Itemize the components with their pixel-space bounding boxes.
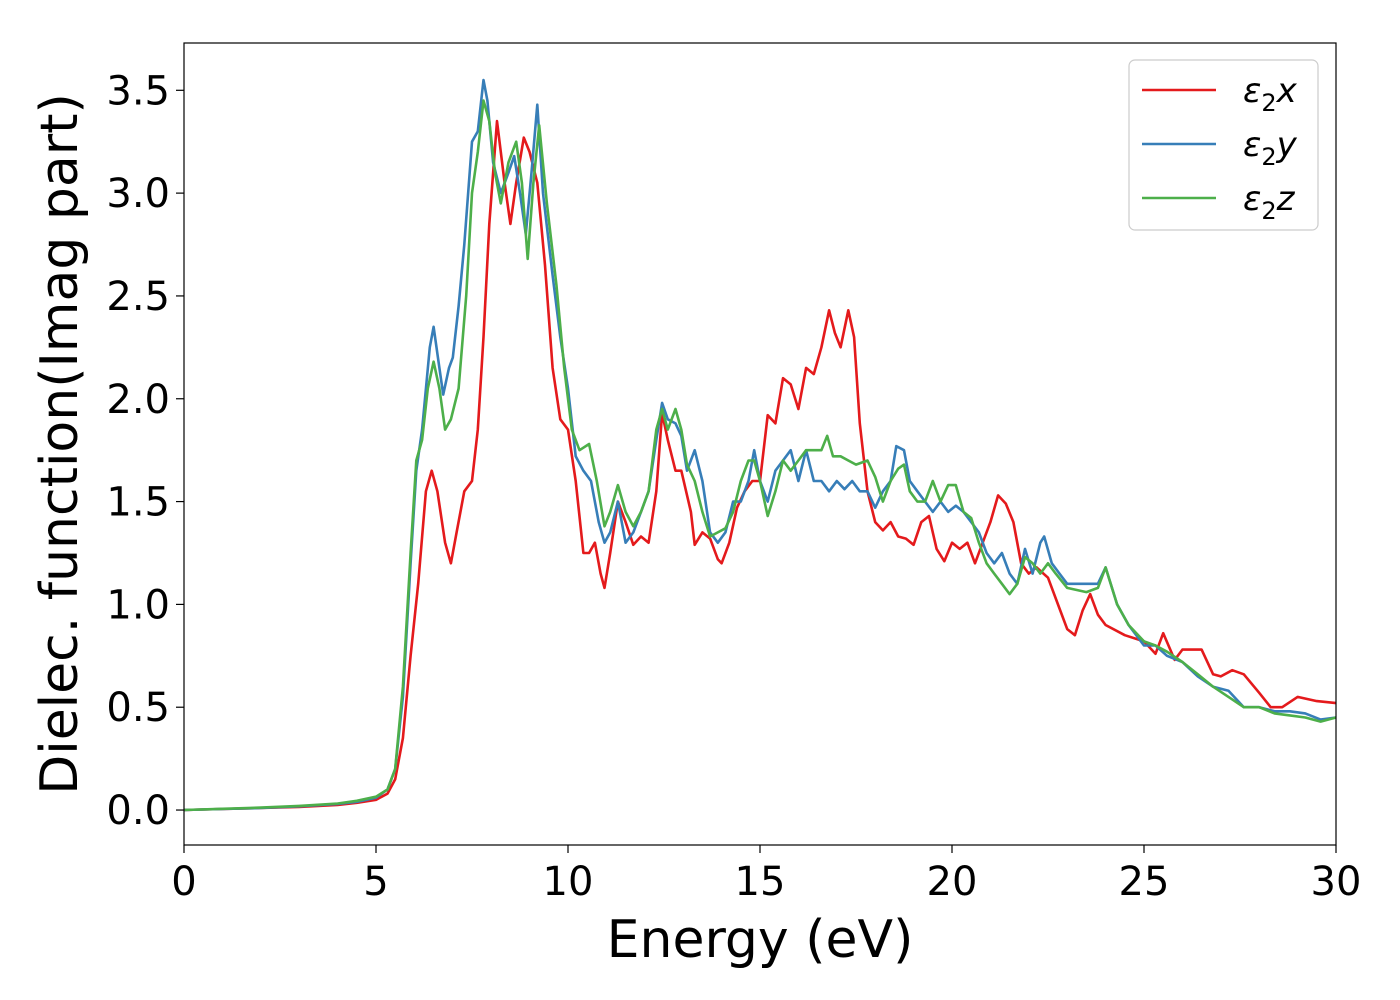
- y-tick-label: 1.0: [106, 582, 170, 628]
- legend-box: [1128, 59, 1319, 231]
- x-tick-label: 20: [927, 859, 978, 905]
- series-line-x: [183, 119, 1337, 812]
- y-tick-label: 2.5: [106, 274, 170, 320]
- x-tick-label: 30: [1311, 859, 1362, 905]
- legend-label-y: ε2y: [1243, 125, 1298, 171]
- legend-label-x: ε2x: [1243, 71, 1298, 117]
- x-tick-label: 15: [735, 859, 786, 905]
- y-tick-label: 3.5: [106, 68, 170, 114]
- y-tick-label: 1.5: [106, 480, 170, 526]
- x-tick-label: 10: [543, 859, 594, 905]
- series-lines: [183, 78, 1337, 812]
- x-tick-label: 25: [1119, 859, 1170, 905]
- y-tick-label: 0.0: [106, 788, 170, 834]
- legend-label-z: ε2z: [1243, 179, 1296, 225]
- y-tick-label: 0.5: [106, 685, 170, 731]
- series-line-y: [183, 78, 1337, 812]
- legend: ε2x ε2y ε2z: [1128, 59, 1319, 231]
- series-line-z: [183, 99, 1337, 812]
- x-tick-label: 0: [171, 859, 196, 905]
- x-axis-label: Energy (eV): [607, 910, 914, 970]
- x-tick-label: 5: [363, 859, 388, 905]
- axis-ticks: 0 5 10 15 20 25 30 0.0 0.5 1.0 1.5 2.0 2.5 3.0 3.5: [106, 68, 1361, 905]
- y-tick-label: 2.0: [106, 377, 170, 423]
- y-axis-label: Dielec. function(Imag part): [30, 93, 90, 795]
- y-tick-label: 3.0: [106, 171, 170, 217]
